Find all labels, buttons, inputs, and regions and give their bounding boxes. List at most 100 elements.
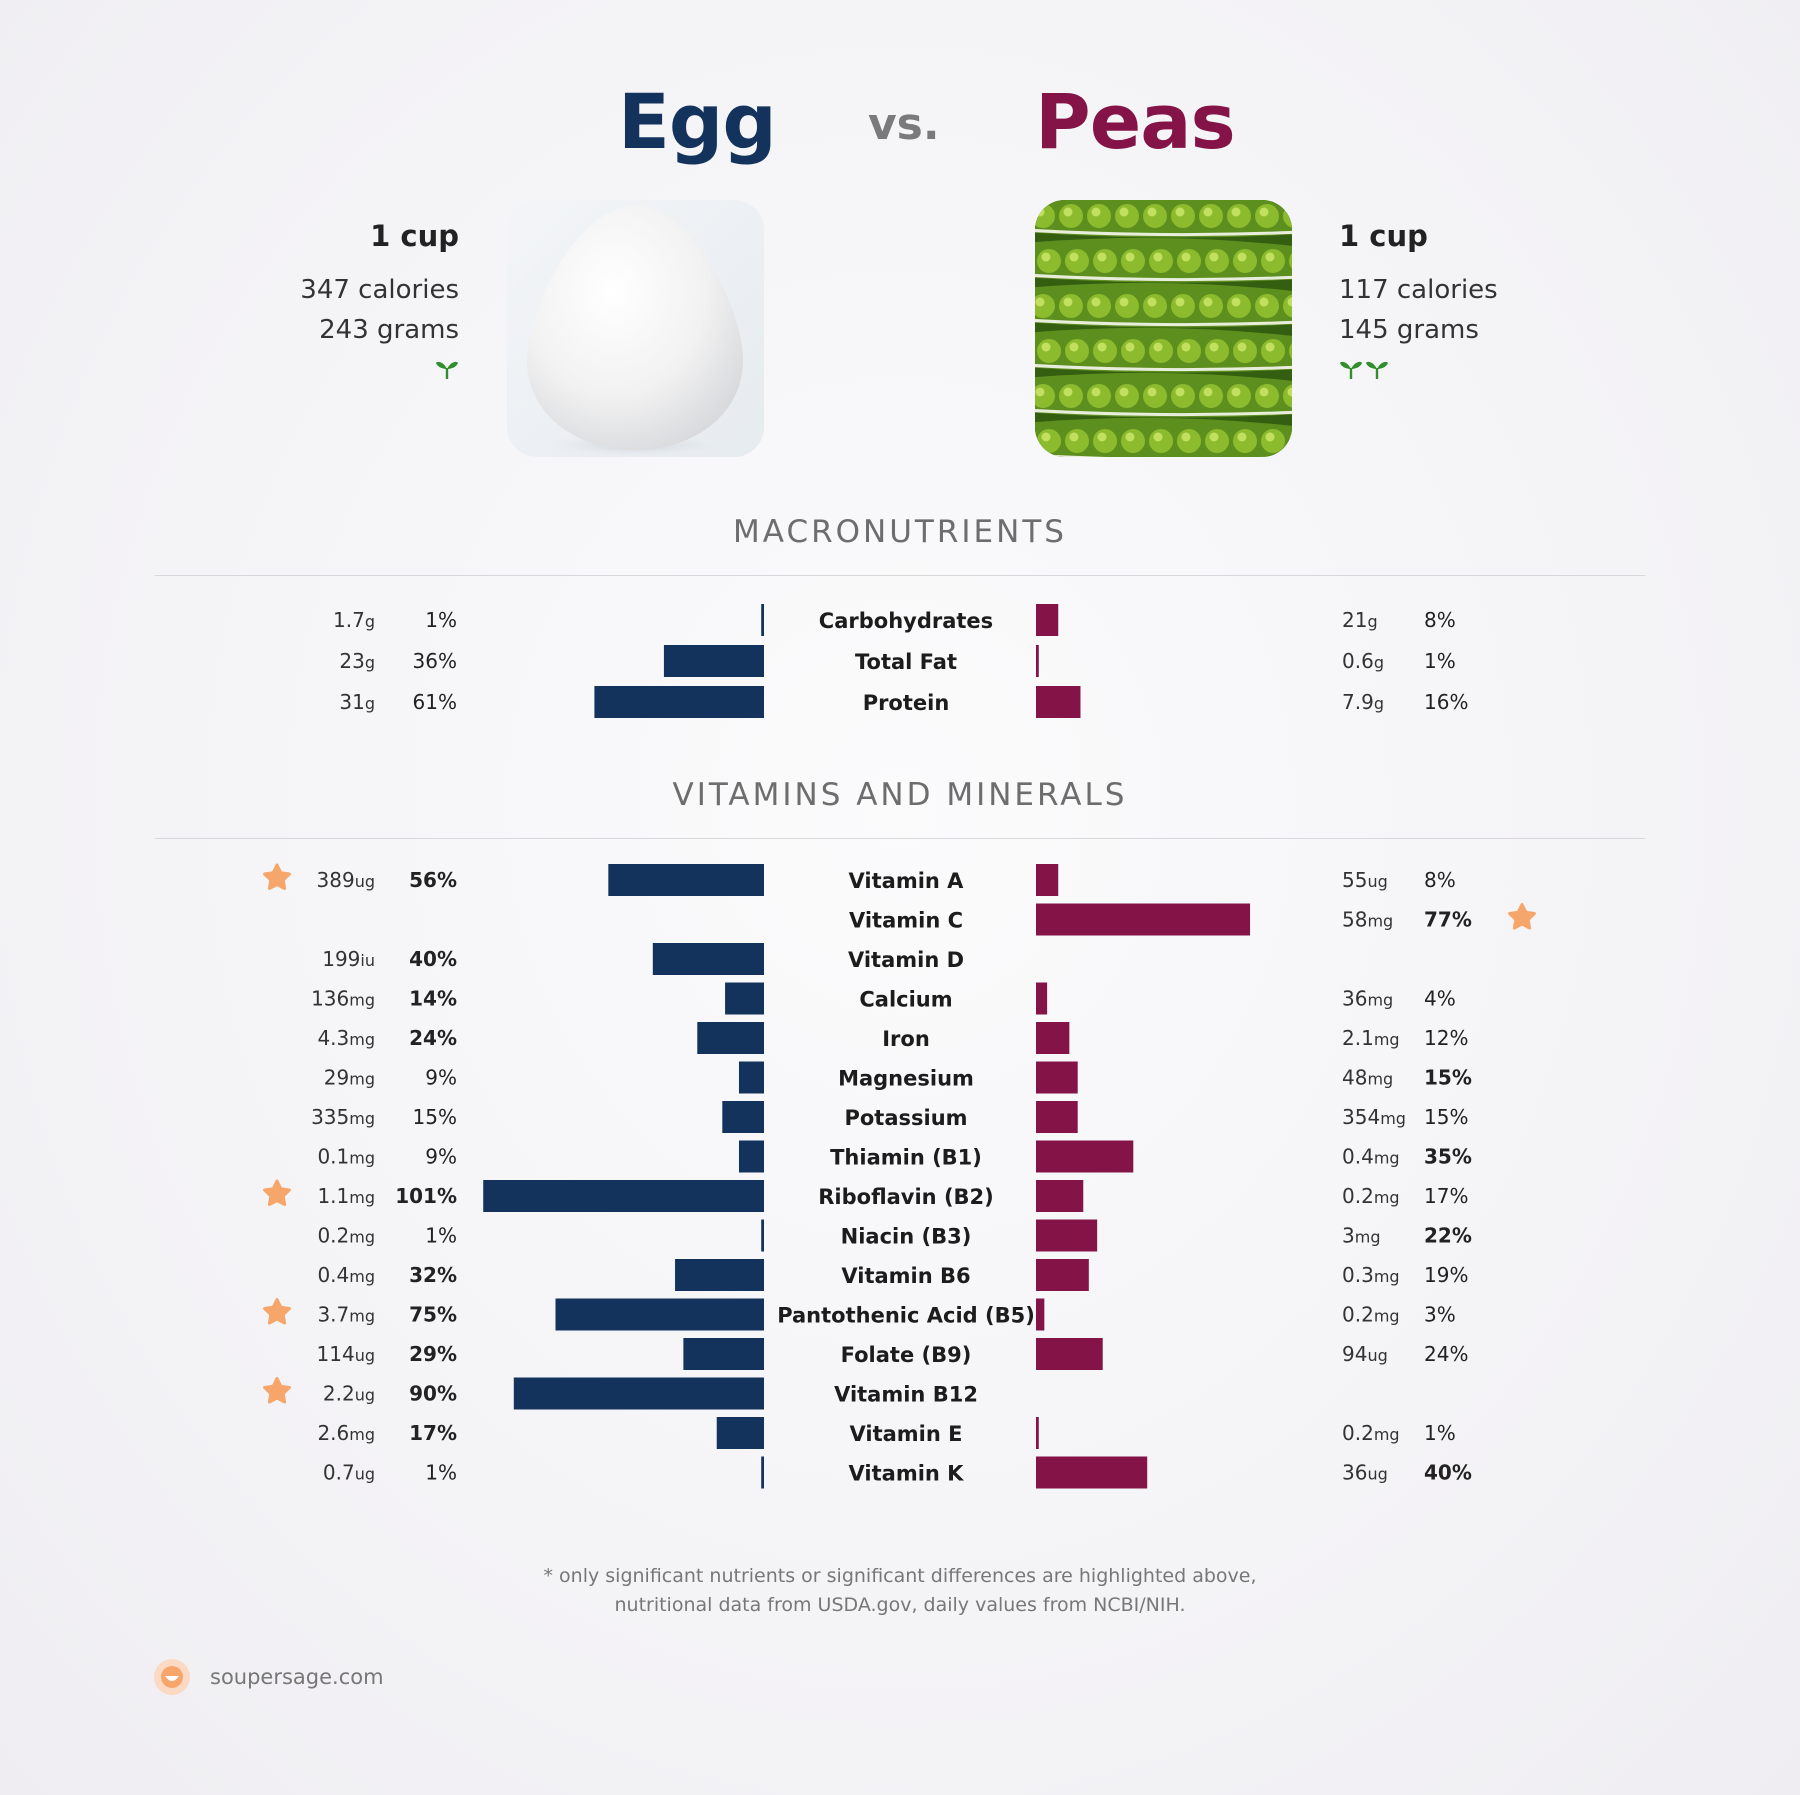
nutrient-name-label: Carbohydrates bbox=[819, 609, 993, 633]
footnote: * only significant nutrients or signific… bbox=[0, 1562, 1800, 1620]
right-percent-label: 22% bbox=[1424, 1224, 1472, 1248]
right-percent-label: 40% bbox=[1424, 1461, 1472, 1485]
right-bar bbox=[1036, 1259, 1089, 1291]
left-bar bbox=[483, 1180, 764, 1212]
right-percent-label: 17% bbox=[1424, 1184, 1468, 1208]
right-amount-label: 0.2mg bbox=[1342, 1421, 1400, 1445]
right-amount-label: 36mg bbox=[1342, 987, 1393, 1011]
left-amount-label: 335mg bbox=[311, 1105, 375, 1129]
right-calories: 117 calories bbox=[1339, 275, 1498, 305]
left-percent-label: 61% bbox=[413, 690, 457, 714]
right-amount-label: 0.6g bbox=[1342, 649, 1384, 673]
right-percent-label: 77% bbox=[1424, 908, 1472, 932]
macronutrients-divider bbox=[155, 575, 1645, 576]
left-serving-size: 1 cup bbox=[370, 219, 459, 253]
left-bar bbox=[761, 1219, 764, 1252]
left-amount-label: 1.7g bbox=[333, 608, 375, 632]
right-bar bbox=[1036, 1338, 1103, 1370]
left-amount-label: 31g bbox=[339, 690, 375, 714]
left-bar bbox=[761, 1456, 764, 1489]
star-icon bbox=[263, 1377, 291, 1404]
left-amount-label: 114ug bbox=[317, 1342, 375, 1366]
left-bar bbox=[716, 1417, 764, 1449]
right-percent-label: 16% bbox=[1424, 690, 1468, 714]
right-bar bbox=[1036, 1180, 1084, 1212]
right-amount-label: 7.9g bbox=[1342, 690, 1384, 714]
right-percent-label: 19% bbox=[1424, 1263, 1468, 1287]
nutrient-name-label: Riboflavin (B2) bbox=[818, 1185, 994, 1209]
right-bar bbox=[1036, 1022, 1070, 1054]
left-percent-label: 29% bbox=[409, 1342, 457, 1366]
right-bar bbox=[1036, 1061, 1078, 1094]
left-bar bbox=[663, 645, 764, 677]
right-percent-label: 24% bbox=[1424, 1342, 1468, 1366]
right-percent-label: 8% bbox=[1424, 608, 1456, 632]
nutrient-name-label: Thiamin (B1) bbox=[830, 1146, 982, 1170]
left-percent-label: 56% bbox=[409, 868, 457, 892]
right-amount-label: 3mg bbox=[1342, 1224, 1380, 1248]
left-sprout-rating bbox=[435, 358, 459, 380]
left-amount-label: 2.2ug bbox=[323, 1382, 375, 1406]
star-icon bbox=[263, 1179, 291, 1206]
right-amount-label: 48mg bbox=[1342, 1066, 1393, 1090]
left-percent-label: 15% bbox=[413, 1105, 457, 1129]
nutrient-name-label: Vitamin B12 bbox=[834, 1383, 978, 1407]
nutrient-name-label: Vitamin B6 bbox=[841, 1264, 970, 1288]
nutrient-name-label: Protein bbox=[863, 691, 950, 715]
brand-link[interactable]: soupersage.com bbox=[210, 1665, 384, 1689]
right-bar bbox=[1036, 982, 1048, 1015]
nutrient-name-label: Pantothenic Acid (B5) bbox=[777, 1304, 1035, 1328]
right-food-title: Peas bbox=[1035, 77, 1236, 166]
left-calories: 347 calories bbox=[300, 275, 459, 305]
nutrient-name-label: Vitamin E bbox=[850, 1422, 963, 1446]
soupersage-logo-icon bbox=[153, 1658, 191, 1696]
sprout-icon bbox=[1366, 361, 1388, 379]
right-bar bbox=[1036, 1417, 1039, 1449]
right-bar bbox=[1036, 645, 1039, 677]
left-percent-label: 36% bbox=[413, 649, 457, 673]
right-bar bbox=[1036, 903, 1251, 936]
left-percent-label: 75% bbox=[409, 1303, 457, 1327]
left-amount-label: 136mg bbox=[311, 987, 375, 1011]
left-amount-label: 23g bbox=[339, 649, 375, 673]
left-bar bbox=[738, 1061, 764, 1094]
left-percent-label: 1% bbox=[425, 608, 457, 632]
right-bar bbox=[1036, 1219, 1098, 1252]
star-icon bbox=[263, 863, 291, 890]
sprout-icon bbox=[1340, 361, 1362, 379]
nutrient-name-label: Vitamin A bbox=[849, 869, 965, 893]
right-bar bbox=[1036, 1101, 1078, 1133]
right-bar bbox=[1036, 1456, 1148, 1489]
left-bar bbox=[555, 1298, 764, 1331]
left-amount-label: 29mg bbox=[324, 1066, 375, 1090]
left-amount-label: 389ug bbox=[317, 868, 375, 892]
left-amount-label: 2.6mg bbox=[317, 1421, 375, 1445]
left-amount-label: 1.1mg bbox=[317, 1184, 375, 1208]
right-bar bbox=[1036, 1140, 1134, 1173]
left-bar bbox=[738, 1140, 764, 1173]
left-amount-label: 0.7ug bbox=[323, 1461, 375, 1485]
left-percent-label: 9% bbox=[425, 1066, 457, 1090]
left-amount-label: 0.4mg bbox=[317, 1263, 375, 1287]
right-percent-label: 4% bbox=[1424, 987, 1456, 1011]
left-amount-label: 4.3mg bbox=[317, 1026, 375, 1050]
nutrient-name-label: Calcium bbox=[859, 988, 952, 1012]
left-percent-label: 1% bbox=[425, 1461, 457, 1485]
left-percent-label: 1% bbox=[425, 1224, 457, 1248]
right-amount-label: 36ug bbox=[1342, 1461, 1388, 1485]
right-amount-label: 2.1mg bbox=[1342, 1026, 1400, 1050]
nutrient-name-label: Vitamin D bbox=[848, 948, 964, 972]
left-amount-label: 199iu bbox=[322, 947, 375, 971]
left-percent-label: 90% bbox=[409, 1382, 457, 1406]
left-grams: 243 grams bbox=[319, 315, 459, 345]
right-percent-label: 12% bbox=[1424, 1026, 1468, 1050]
right-sprout-rating bbox=[1339, 358, 1389, 380]
footnote-line-1: * only significant nutrients or signific… bbox=[543, 1565, 1257, 1587]
nutrient-name-label: Iron bbox=[882, 1027, 930, 1051]
left-percent-label: 32% bbox=[409, 1263, 457, 1287]
footnote-line-2: nutritional data from USDA.gov, daily va… bbox=[614, 1594, 1186, 1616]
vs-label: vs. bbox=[868, 99, 940, 150]
right-bar bbox=[1036, 1298, 1045, 1331]
right-bar bbox=[1036, 604, 1059, 636]
left-amount-label: 0.1mg bbox=[317, 1145, 375, 1169]
